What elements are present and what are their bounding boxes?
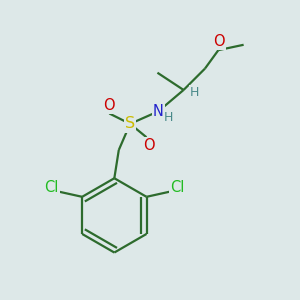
Text: O: O <box>103 98 115 112</box>
Text: O: O <box>143 138 154 153</box>
Text: Cl: Cl <box>170 180 184 195</box>
Text: Cl: Cl <box>44 180 58 195</box>
Text: O: O <box>213 34 225 49</box>
Text: S: S <box>125 116 135 131</box>
Text: H: H <box>190 86 200 99</box>
Text: N: N <box>153 104 164 119</box>
Text: H: H <box>164 111 173 124</box>
